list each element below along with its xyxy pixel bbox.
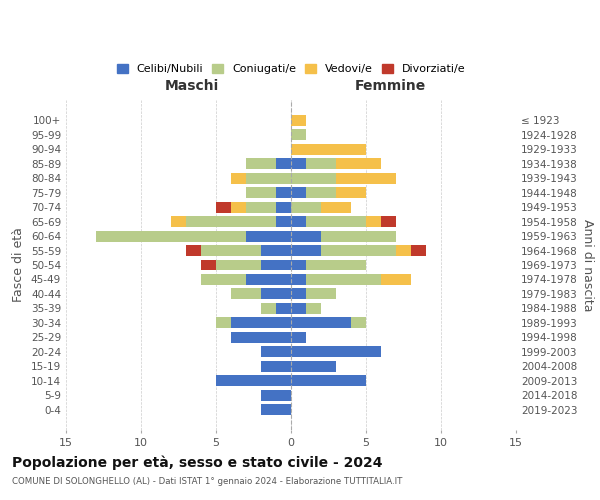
Bar bbox=[306, 158, 336, 169]
Bar bbox=[291, 332, 306, 342]
Text: Femmine: Femmine bbox=[355, 80, 425, 94]
Bar bbox=[336, 158, 381, 169]
Bar bbox=[381, 274, 411, 285]
Bar bbox=[246, 202, 276, 212]
Bar bbox=[291, 144, 366, 155]
Bar bbox=[291, 303, 306, 314]
Text: Popolazione per età, sesso e stato civile - 2024: Popolazione per età, sesso e stato civil… bbox=[12, 455, 383, 469]
Bar bbox=[321, 230, 396, 241]
Bar bbox=[321, 202, 351, 212]
Bar bbox=[336, 188, 366, 198]
Bar bbox=[171, 216, 186, 227]
Bar bbox=[261, 288, 291, 300]
Bar bbox=[306, 216, 366, 227]
Bar bbox=[246, 188, 276, 198]
Bar bbox=[261, 404, 291, 415]
Bar bbox=[246, 173, 291, 184]
Bar bbox=[291, 260, 306, 270]
Bar bbox=[291, 230, 321, 241]
Bar bbox=[261, 361, 291, 372]
Bar bbox=[411, 245, 426, 256]
Bar bbox=[291, 216, 306, 227]
Bar bbox=[261, 303, 276, 314]
Bar bbox=[231, 173, 246, 184]
Bar bbox=[291, 346, 381, 357]
Bar bbox=[201, 245, 261, 256]
Bar bbox=[201, 260, 216, 270]
Bar bbox=[231, 288, 261, 300]
Bar bbox=[396, 245, 411, 256]
Bar bbox=[276, 216, 291, 227]
Bar bbox=[246, 274, 291, 285]
Bar bbox=[96, 230, 246, 241]
Legend: Celibi/Nubili, Coniugati/e, Vedovi/e, Divorziati/e: Celibi/Nubili, Coniugati/e, Vedovi/e, Di… bbox=[112, 60, 470, 78]
Bar bbox=[366, 216, 381, 227]
Bar bbox=[336, 173, 396, 184]
Bar bbox=[246, 230, 291, 241]
Bar bbox=[291, 288, 306, 300]
Bar bbox=[216, 318, 231, 328]
Bar bbox=[306, 303, 321, 314]
Bar bbox=[231, 202, 246, 212]
Bar bbox=[276, 158, 291, 169]
Bar bbox=[291, 375, 366, 386]
Y-axis label: Fasce di età: Fasce di età bbox=[13, 228, 25, 302]
Bar bbox=[351, 318, 366, 328]
Bar bbox=[201, 274, 246, 285]
Bar bbox=[276, 303, 291, 314]
Bar bbox=[381, 216, 396, 227]
Bar bbox=[246, 158, 276, 169]
Bar bbox=[291, 318, 351, 328]
Bar bbox=[186, 216, 276, 227]
Bar bbox=[291, 361, 336, 372]
Bar bbox=[291, 115, 306, 126]
Bar bbox=[291, 202, 321, 212]
Bar bbox=[276, 202, 291, 212]
Bar bbox=[291, 274, 306, 285]
Bar bbox=[216, 202, 231, 212]
Bar bbox=[291, 158, 306, 169]
Bar bbox=[216, 375, 291, 386]
Bar bbox=[261, 390, 291, 400]
Bar bbox=[291, 173, 336, 184]
Bar bbox=[216, 260, 261, 270]
Bar bbox=[261, 260, 291, 270]
Bar bbox=[231, 332, 291, 342]
Text: Maschi: Maschi bbox=[165, 80, 219, 94]
Text: COMUNE DI SOLONGHELLO (AL) - Dati ISTAT 1° gennaio 2024 - Elaborazione TUTTITALI: COMUNE DI SOLONGHELLO (AL) - Dati ISTAT … bbox=[12, 478, 403, 486]
Bar bbox=[291, 188, 306, 198]
Bar bbox=[306, 260, 366, 270]
Bar bbox=[261, 346, 291, 357]
Bar bbox=[231, 318, 291, 328]
Bar bbox=[321, 245, 396, 256]
Bar bbox=[291, 245, 321, 256]
Bar bbox=[291, 130, 306, 140]
Bar bbox=[306, 274, 381, 285]
Bar bbox=[276, 188, 291, 198]
Bar bbox=[261, 245, 291, 256]
Bar bbox=[186, 245, 201, 256]
Bar bbox=[306, 188, 336, 198]
Bar bbox=[306, 288, 336, 300]
Y-axis label: Anni di nascita: Anni di nascita bbox=[581, 219, 594, 311]
